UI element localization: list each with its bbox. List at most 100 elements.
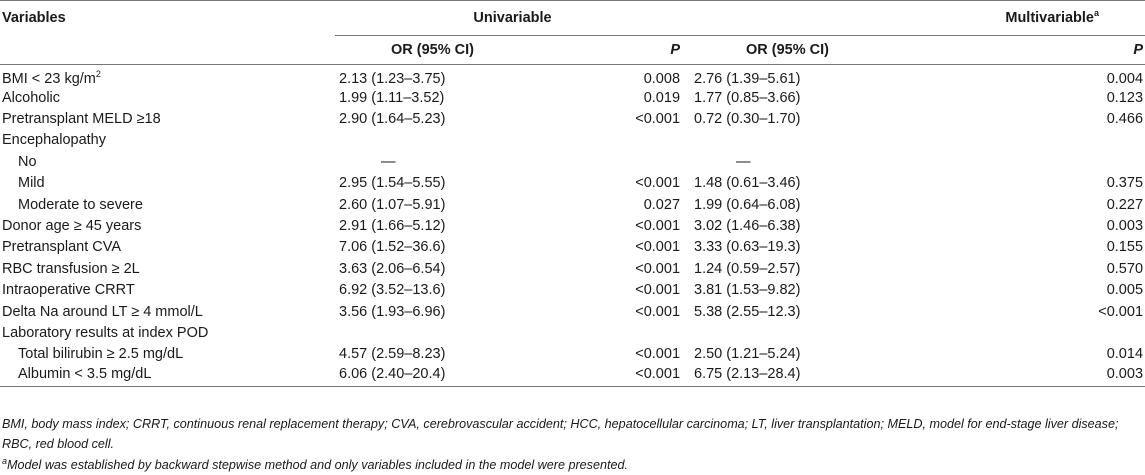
- multivariable-or-cell: 0.72 (0.30–1.70): [694, 111, 801, 128]
- multivariable-or-cell: 2.50 (1.21–5.24): [694, 346, 801, 363]
- column-group-multivariable: Multivariablea: [690, 0, 1145, 36]
- univariable-or-cell: [335, 130, 535, 151]
- multivariable-p-cell: <0.001: [1098, 303, 1144, 320]
- univariable-p-cell: <0.001: [635, 346, 681, 363]
- multivariable-p-cell: 0.570: [1106, 260, 1144, 277]
- table-row: Donor age ≥ 45 years 2.91 (1.66–5.12) <0.0…: [0, 215, 1145, 236]
- univariable-p-cell: 0.019: [643, 89, 681, 106]
- row-variable-text: BMI < 23 kg/m: [2, 71, 96, 87]
- multivariable-p-cell: 0.155: [1106, 239, 1144, 256]
- univariable-or-cell: 2.90 (1.64–5.23): [339, 111, 446, 128]
- header-row-groups: Variables Univariable Multivariablea: [0, 0, 1145, 36]
- row-variable-text: Alcoholic: [2, 89, 61, 106]
- row-variable-label: Donor age ≥ 45 years: [0, 215, 335, 236]
- table-row: Intraoperative CRRT 6.92 (3.52–13.6) <0.00…: [0, 280, 1145, 301]
- footnote-model-note: aModel was established by backward stepw…: [2, 455, 1142, 475]
- univariable-or-cell: 3.63 (2.06–6.54): [339, 260, 446, 277]
- table-row: Moderate to severe 2.60 (1.07–5.91) 0.027 1…: [0, 194, 1145, 215]
- multivariable-or-cell: 3.33 (0.63–19.3): [694, 239, 801, 256]
- row-variable-label: Laboratory results at index POD: [0, 322, 335, 343]
- footnote-note-text: Model was established by backward stepwi…: [7, 458, 628, 472]
- row-variable-label: Delta Na around LT ≥ 4 mmol/L: [0, 301, 335, 322]
- univariable-or-cell: 4.57 (2.59–8.23): [339, 346, 446, 363]
- univariable-p-cell: <0.001: [635, 366, 681, 383]
- univariable-p-cell: [535, 151, 690, 172]
- multivariable-or-cell: —: [736, 153, 751, 170]
- univariable-p-cell: [535, 130, 690, 151]
- row-variable-label: Total bilirubin ≥ 2.5 mg/dL: [0, 344, 335, 365]
- table-row: Laboratory results at index POD: [0, 322, 1145, 343]
- univariable-or-cell: 2.60 (1.07–5.91): [339, 196, 446, 213]
- row-variable-label: BMI < 23 kg/m2: [0, 65, 335, 87]
- univariable-p-cell: <0.001: [635, 282, 681, 299]
- univariable-p-cell: <0.001: [635, 175, 681, 192]
- table-row: Alcoholic 1.99 (1.11–3.52) 0.019 1.77 (0.85…: [0, 87, 1145, 108]
- univariable-or-cell: 2.95 (1.54–5.55): [339, 175, 446, 192]
- row-variable-text: Encephalopathy: [2, 132, 106, 149]
- multivariable-p-cell: 0.227: [1106, 196, 1144, 213]
- table-row: Encephalopathy: [0, 130, 1145, 151]
- table-row: Delta Na around LT ≥ 4 mmol/L 3.56 (1.93–…: [0, 301, 1145, 322]
- column-group-univariable: Univariable: [335, 0, 691, 36]
- row-variable-text: No: [18, 153, 37, 170]
- row-variable-label: No: [0, 151, 335, 172]
- multivariable-or-cell: 1.99 (0.64–6.08): [694, 196, 801, 213]
- univariable-or-cell: 3.56 (1.93–6.96): [339, 303, 446, 320]
- multivariable-or-cell: 1.77 (0.85–3.66): [694, 89, 801, 106]
- multivariable-p-cell: 0.123: [1106, 89, 1144, 106]
- row-variable-label: Mild: [0, 173, 335, 194]
- row-variable-text: Albumin < 3.5 mg/dL: [18, 366, 152, 383]
- multivariable-p-cell: 0.005: [1106, 282, 1144, 299]
- multivariable-footnote-marker: a: [1094, 8, 1100, 19]
- univariable-or-cell: 2.13 (1.23–3.75): [339, 71, 446, 87]
- column-header-or-univariable: OR (95% CI): [391, 42, 474, 58]
- table-row: No — —: [0, 151, 1145, 172]
- univariable-p-cell: [535, 322, 690, 343]
- footnote-abbreviations: BMI, body mass index; CRRT, continuous r…: [2, 417, 1119, 451]
- multivariable-p-cell: 0.004: [1106, 71, 1144, 87]
- multivariable-or-cell: 1.24 (0.59–2.57): [694, 260, 801, 277]
- table-row: RBC transfusion ≥ 2L 3.63 (2.06–6.54) <0.0…: [0, 258, 1145, 279]
- row-variable-label: Albumin < 3.5 mg/dL: [0, 365, 335, 386]
- univariable-or-cell: 1.99 (1.11–3.52): [339, 89, 445, 106]
- multivariable-or-cell: [690, 322, 930, 343]
- column-header-variables: Variables: [2, 10, 66, 27]
- univariable-p-cell: <0.001: [635, 260, 681, 277]
- row-variable-text: Donor age ≥ 45 years: [2, 218, 142, 235]
- multivariable-p-cell: 0.003: [1106, 366, 1144, 383]
- row-variable-text: Pretransplant CVA: [2, 239, 122, 256]
- univariable-p-cell: <0.001: [635, 303, 681, 320]
- multivariable-p-cell: 0.014: [1106, 346, 1144, 363]
- column-header-or-multivariable: OR (95% CI): [746, 42, 830, 58]
- multivariable-label: Multivariable: [1005, 10, 1094, 26]
- multivariable-p-cell: 0.375: [1106, 175, 1144, 192]
- multivariable-p-cell: [930, 130, 1145, 151]
- table-row: Pretransplant CVA 7.06 (1.52–36.6) <0.001 3…: [0, 237, 1145, 258]
- univariable-p-cell: 0.008: [643, 71, 681, 87]
- table-row: BMI < 23 kg/m2 2.13 (1.23–3.75) 0.008 2.76 …: [0, 65, 1145, 87]
- univariable-or-cell: —: [381, 153, 396, 170]
- multivariable-p-cell: 0.466: [1106, 111, 1144, 128]
- row-variable-label: Intraoperative CRRT: [0, 280, 335, 301]
- column-header-p-multivariable: P: [1133, 42, 1144, 58]
- row-variable-label: Moderate to severe: [0, 194, 335, 215]
- row-variable-label: Encephalopathy: [0, 130, 335, 151]
- multivariable-or-cell: 3.02 (1.46–6.38): [694, 218, 801, 235]
- row-variable-text: Intraoperative CRRT: [2, 282, 135, 299]
- row-variable-text: Pretransplant MELD ≥18: [2, 111, 161, 128]
- table-row: Albumin < 3.5 mg/dL 6.06 (2.40–20.4) <0.00…: [0, 365, 1145, 387]
- header-row-columns: OR (95% CI) P OR (95% CI) P: [0, 36, 1145, 65]
- footnote-marker: a: [2, 455, 8, 466]
- univariable-or-cell: 6.06 (2.40–20.4): [339, 366, 446, 383]
- multivariable-p-cell: 0.003: [1106, 218, 1144, 235]
- row-variable-label: Alcoholic: [0, 87, 335, 108]
- univariable-p-cell: <0.001: [635, 218, 681, 235]
- row-variable-text: Total bilirubin ≥ 2.5 mg/dL: [18, 346, 184, 363]
- table-row: Mild 2.95 (1.54–5.55) <0.001 1.48 (0.61–3.4…: [0, 173, 1145, 194]
- univariable-or-cell: 6.92 (3.52–13.6): [339, 282, 446, 299]
- multivariable-p-cell: [930, 322, 1145, 343]
- multivariable-p-cell: [930, 151, 1145, 172]
- univariable-or-cell: [335, 322, 535, 343]
- univariable-or-cell: 7.06 (1.52–36.6): [339, 239, 446, 256]
